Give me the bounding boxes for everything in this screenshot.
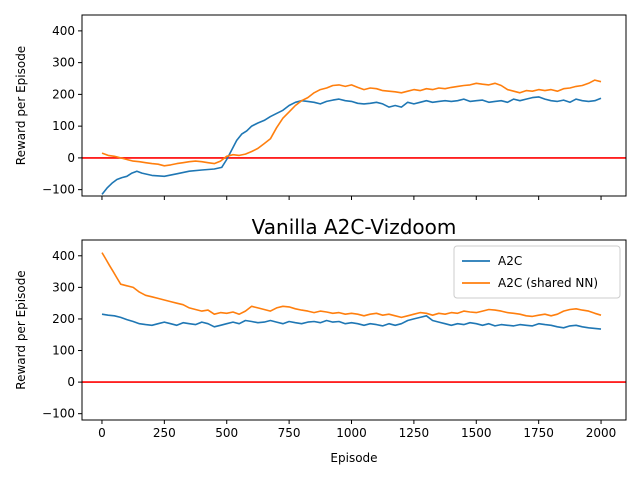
legend-label: A2C (498, 254, 522, 268)
y-tick-label: 400 (52, 24, 75, 38)
y-tick-label: 300 (52, 56, 75, 70)
legend-label: A2C (shared NN) (498, 276, 598, 290)
legend: A2C A2C (shared NN) (453, 245, 621, 299)
y-tick-label: 300 (52, 280, 75, 294)
x-tick-label: 1250 (399, 426, 430, 440)
series-line-a2c (101, 313, 602, 330)
y-tick-label: 100 (52, 344, 75, 358)
plot-frame (81, 239, 627, 421)
series-line-a2c-shared-nn (101, 252, 602, 319)
y-tick-label: 200 (52, 87, 75, 101)
y-tick-label: 0 (67, 151, 75, 165)
legend-box (453, 245, 621, 299)
x-tick-label: 750 (278, 426, 301, 440)
x-tick-label: 0 (98, 426, 106, 440)
y-tick-label: 400 (52, 249, 75, 263)
x-tick-label: 250 (153, 426, 176, 440)
x-tick-label: 500 (215, 426, 238, 440)
x-tick-label: 1500 (461, 426, 492, 440)
series-line-a2c-shared-nn (101, 79, 602, 167)
y-tick-label: 200 (52, 312, 75, 326)
x-tick-label: 1000 (336, 426, 367, 440)
plot-frame (81, 14, 627, 197)
x-tick-label: 1750 (523, 426, 554, 440)
x-axis-label: Episode (330, 451, 377, 465)
bottom-subplot: Vanilla A2C-Vizdoom −100 0 100 200 300 400 0 250… (14, 215, 627, 465)
y-axis-label: Reward per Episode (14, 46, 28, 165)
y-tick-label: 0 (67, 375, 75, 389)
y-tick-label: −100 (42, 407, 75, 421)
y-tick-label: 100 (52, 119, 75, 133)
y-tick-label: −100 (42, 183, 75, 197)
x-tick-label: 2000 (586, 426, 617, 440)
y-axis-label: Reward per Episode (14, 270, 28, 389)
top-subplot: −100 0 100 200 300 400 Reward per Episode (14, 14, 627, 200)
series-line-a2c (101, 96, 602, 195)
chart-title: Vanilla A2C-Vizdoom (252, 215, 457, 239)
